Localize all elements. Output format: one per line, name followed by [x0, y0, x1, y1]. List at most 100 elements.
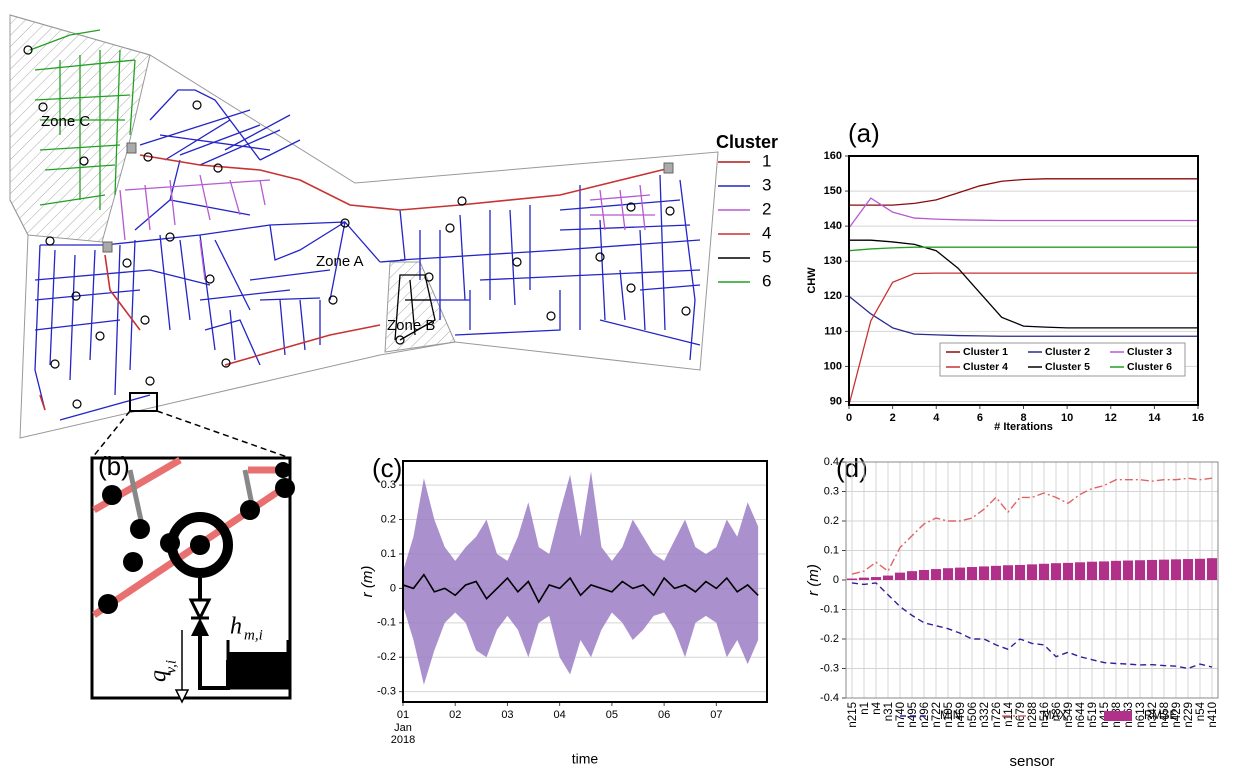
bar — [1134, 560, 1146, 580]
line — [849, 178, 1198, 206]
chart-title: (a) — [848, 118, 880, 148]
x-tick-label: 10 — [1061, 412, 1073, 424]
bar — [1062, 562, 1074, 580]
legend-box — [939, 342, 1186, 377]
y-tick-label: -0.1 — [820, 603, 839, 615]
flow-subscript: v,i — [163, 660, 179, 673]
zone-label: Zone B — [387, 317, 435, 334]
bar — [954, 567, 966, 580]
bar — [930, 569, 942, 580]
x-tick-label: 01 — [397, 709, 409, 721]
y-axis-label: r (m) — [805, 564, 822, 596]
y-tick-label: 100 — [824, 360, 842, 372]
bar — [1038, 563, 1050, 580]
x-tick-label: 2 — [890, 412, 896, 424]
plot-frame — [845, 461, 1219, 699]
legend-label: Cluster 1 — [963, 346, 1008, 358]
x-tick-label: n4 — [871, 701, 883, 714]
y-tick-label: 0.3 — [381, 479, 396, 491]
line — [851, 582, 1213, 670]
x-tick-label: n31 — [883, 702, 895, 721]
y-tick-label: 130 — [824, 255, 842, 267]
legend-label: 5 — [762, 247, 771, 266]
legend-swatch — [1104, 711, 1132, 721]
y-tick-label: 0.1 — [381, 548, 396, 560]
y-tick-label: 160 — [824, 150, 842, 162]
band — [403, 471, 759, 685]
y-axis-label: r (m) — [359, 566, 376, 598]
legend-label: 4 — [762, 223, 771, 242]
x-tick-label: n516 — [1039, 702, 1051, 728]
zone-label: Zone C — [41, 113, 90, 130]
x-tick-label: n458 — [1159, 702, 1171, 728]
bar — [1098, 561, 1110, 580]
legend-label: 1 — [762, 151, 771, 170]
head-subscript: m,i — [244, 627, 263, 643]
head-symbol: h — [230, 614, 242, 640]
tanks — [102, 142, 674, 253]
pipes-green — [29, 29, 136, 210]
plot-frame — [402, 460, 768, 703]
x-tick-label: n549 — [1063, 702, 1075, 728]
x-tick-label: n114 — [1003, 701, 1015, 726]
panel-label: (b) — [98, 451, 130, 481]
chart: 90 100 110 120 130 140 150 160 (a) CHW 0 2 4 6 8 10 12 14… — [806, 118, 1204, 433]
bar — [1050, 563, 1062, 580]
bar — [1122, 560, 1134, 580]
plot-frame — [848, 155, 1199, 406]
pipes-violet — [119, 174, 655, 281]
x-tick-label: n229 — [1183, 702, 1195, 728]
bar — [1146, 559, 1158, 580]
bar — [1182, 559, 1194, 580]
bar — [846, 578, 858, 580]
y-tick-label: -0.4 — [820, 692, 839, 704]
legend-label: Cluster 6 — [1127, 361, 1172, 373]
bar — [942, 568, 954, 580]
bar — [1026, 564, 1038, 580]
bar — [990, 565, 1002, 580]
y-axis-label: CHW — [806, 267, 818, 294]
legend-label: Cluster 2 — [1045, 346, 1090, 358]
line — [848, 295, 1198, 337]
line — [402, 573, 759, 604]
bar — [1206, 558, 1218, 580]
legend-label: Cluster 3 — [1127, 346, 1172, 358]
x-tick-label: n105 — [943, 702, 955, 728]
y-tick-label: 0 — [390, 582, 396, 594]
bar — [870, 577, 882, 580]
inset-drawing — [94, 460, 295, 702]
bar — [978, 566, 990, 580]
x-tick-label: n36 — [1051, 702, 1063, 721]
y-tick-label: 0.3 — [824, 485, 839, 497]
y-tick-label: 110 — [824, 325, 842, 337]
bar — [858, 577, 870, 580]
x-tick-label: n469 — [955, 702, 967, 728]
line — [851, 477, 1213, 575]
chart: -0.3 -0.2 -0.1 0 0.1 0.2 0.3(c) r (m) 01 02 03 04 05… — [359, 453, 768, 767]
y-tick-label: 150 — [824, 185, 842, 197]
legend-label: Cluster 4 — [963, 361, 1008, 373]
x-tick-sublabel: 2018 — [391, 734, 415, 746]
x-tick-label: 12 — [1105, 412, 1117, 424]
sensors — [23, 45, 691, 409]
inset: (b) q v,i h m,i — [90, 451, 295, 702]
bar — [1158, 559, 1170, 580]
bar — [1074, 562, 1086, 580]
bar — [1110, 560, 1122, 580]
legend-label: 6 — [762, 271, 771, 290]
map-legend: 1 3 2 4 5 6 — [718, 151, 771, 290]
bar — [966, 567, 978, 580]
x-tick-label: 14 — [1148, 412, 1161, 424]
x-tick-label: 03 — [501, 709, 513, 721]
x-axis-label: time — [572, 751, 599, 767]
x-axis-label: sensor — [1009, 753, 1054, 770]
chart-title: (c) — [372, 453, 402, 483]
bar — [1086, 561, 1098, 580]
legend-label: MAX — [1042, 710, 1067, 722]
x-tick-label: n429 — [1171, 702, 1183, 728]
bar — [1194, 558, 1206, 580]
x-tick-label: n679 — [1015, 702, 1027, 728]
bar — [918, 569, 930, 580]
x-tick-label: n644 — [1075, 701, 1087, 727]
